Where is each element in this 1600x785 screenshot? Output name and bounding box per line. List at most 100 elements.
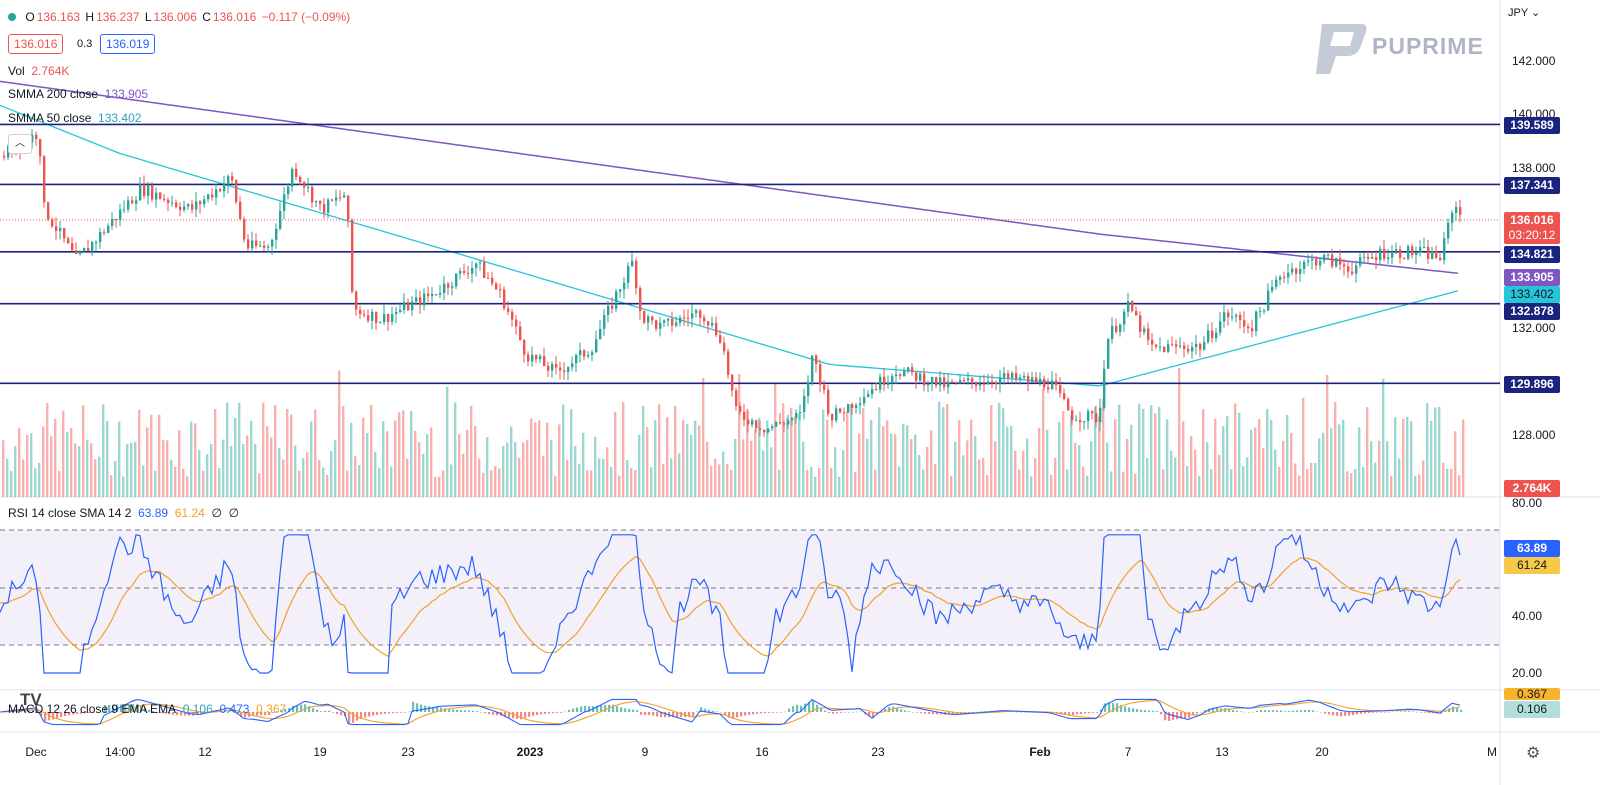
macd-histogram-bar xyxy=(136,704,139,712)
sell-button[interactable]: 136.016 xyxy=(8,34,64,54)
currency-selector[interactable]: JPY ⌄ xyxy=(1508,6,1540,19)
candle-body xyxy=(947,381,950,388)
candle-body xyxy=(167,199,170,203)
candle-body xyxy=(783,423,786,425)
candle-body xyxy=(943,377,946,388)
candle-body xyxy=(523,339,526,355)
market-status-dot xyxy=(8,13,16,21)
macd-histogram-bar xyxy=(1140,709,1143,712)
macd-histogram-bar xyxy=(884,708,887,712)
candle-body xyxy=(247,239,250,249)
volume-bar xyxy=(722,451,725,497)
macd-histogram-bar xyxy=(524,712,527,718)
volume-bar xyxy=(1366,407,1369,497)
volume-bar xyxy=(1082,466,1085,497)
macd-histogram-bar xyxy=(96,712,99,713)
volume-bar xyxy=(194,423,197,497)
buy-button[interactable]: 136.019 xyxy=(100,34,156,54)
volume-bar xyxy=(1322,432,1325,497)
candle-body xyxy=(1331,254,1334,267)
macd-histogram-bar xyxy=(1384,712,1387,713)
macd-histogram-bar xyxy=(100,711,103,713)
volume-bar xyxy=(642,405,645,497)
volume-bar xyxy=(514,442,517,497)
volume-bar xyxy=(1430,420,1433,497)
candle-body xyxy=(575,355,578,364)
candle-body xyxy=(475,263,478,268)
price-tick: 128.000 xyxy=(1512,428,1556,442)
volume-bar xyxy=(1158,406,1161,497)
volume-bar xyxy=(210,444,213,497)
volume-bar xyxy=(718,464,721,497)
candle-body xyxy=(687,317,690,319)
macd-histogram-bar xyxy=(284,708,287,712)
volume-bar xyxy=(174,466,177,497)
candle-body xyxy=(1171,344,1174,346)
candle-body xyxy=(83,248,86,252)
macd-histogram-bar xyxy=(460,710,463,712)
candle-body xyxy=(803,395,806,413)
volume-bar xyxy=(662,463,665,497)
macd-histogram-bar xyxy=(716,711,719,712)
candle-body xyxy=(1063,393,1066,399)
volume-bar xyxy=(30,433,33,497)
macd-histogram-bar xyxy=(968,712,971,713)
candle-body xyxy=(747,419,750,425)
volume-bar xyxy=(834,447,837,497)
candle-body xyxy=(739,406,742,412)
volume-bar xyxy=(530,418,533,497)
candle-body xyxy=(1399,249,1402,258)
macd-histogram-bar xyxy=(152,711,155,712)
smma200-legend[interactable]: SMMA 200 close 133.905 xyxy=(8,87,148,101)
candle-body xyxy=(275,228,278,240)
macd-histogram-bar xyxy=(652,712,655,716)
candle-body xyxy=(1067,398,1070,411)
volume-bar xyxy=(1302,397,1305,497)
volume-bar xyxy=(1194,449,1197,497)
candle-body xyxy=(1247,326,1250,329)
volume-bar xyxy=(1306,468,1309,497)
volume-bar xyxy=(610,466,613,497)
candle-body xyxy=(667,318,670,321)
candle-body xyxy=(123,209,126,211)
settings-gear-icon[interactable]: ⚙ xyxy=(1526,745,1541,762)
candle-body xyxy=(447,283,450,288)
macd-histogram-bar xyxy=(796,704,799,712)
time-label: 12 xyxy=(198,745,212,759)
macd-signal-value: 0.367 xyxy=(256,702,287,716)
candle-body xyxy=(3,156,6,158)
brand-logo xyxy=(1310,18,1370,83)
candle-body xyxy=(1143,328,1146,332)
macd-histogram-bar xyxy=(1108,702,1111,712)
candle-body xyxy=(647,316,650,323)
macd-hist-tag: 0.106 xyxy=(1504,701,1560,718)
rsi-legend[interactable]: RSI 14 close SMA 14 2 63.89 61.24 ∅ ∅ xyxy=(8,506,239,520)
candle-body xyxy=(1079,420,1082,423)
smma50-legend[interactable]: SMMA 50 close 133.402 xyxy=(8,111,141,125)
volume-bar xyxy=(626,459,629,497)
volume-bar xyxy=(1262,448,1265,497)
macd-histogram-bar xyxy=(180,712,183,716)
macd-histogram-bar xyxy=(1432,712,1435,714)
volume-bar xyxy=(258,473,261,497)
volume-legend[interactable]: Vol 2.764K xyxy=(8,64,69,78)
volume-bar xyxy=(1310,462,1313,497)
macd-histogram-bar xyxy=(856,711,859,713)
volume-bar xyxy=(246,435,249,497)
macd-legend[interactable]: MACD 12 26 close 9 EMA EMA 0.106 0.473 0… xyxy=(8,702,286,716)
candle-body xyxy=(655,320,658,329)
volume-bar xyxy=(482,472,485,497)
volume-bar xyxy=(222,439,225,497)
collapse-legend-button[interactable]: ︿ xyxy=(8,134,32,154)
macd-histogram-bar xyxy=(732,712,735,719)
volume-bar xyxy=(198,450,201,497)
volume-bar xyxy=(406,458,409,497)
candle-body xyxy=(491,277,494,284)
time-label: 23 xyxy=(871,745,885,759)
candle-body xyxy=(91,242,94,252)
candle-body xyxy=(1451,212,1454,223)
candle-body xyxy=(1339,258,1342,265)
volume-bar xyxy=(166,440,169,497)
macd-histogram-bar xyxy=(760,712,763,714)
